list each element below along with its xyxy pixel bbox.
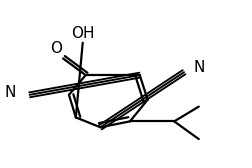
Text: N: N [5, 85, 16, 100]
Text: N: N [194, 60, 205, 75]
Text: OH: OH [71, 26, 94, 41]
Text: O: O [50, 41, 62, 56]
